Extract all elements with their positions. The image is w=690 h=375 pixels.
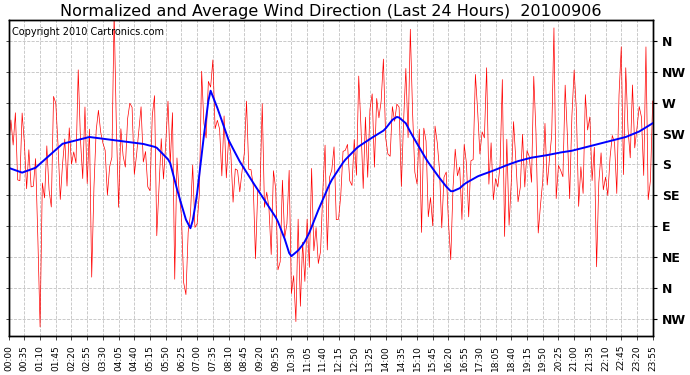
Title: Normalized and Average Wind Direction (Last 24 Hours)  20100906: Normalized and Average Wind Direction (L… <box>60 4 602 19</box>
Text: Copyright 2010 Cartronics.com: Copyright 2010 Cartronics.com <box>12 27 164 37</box>
